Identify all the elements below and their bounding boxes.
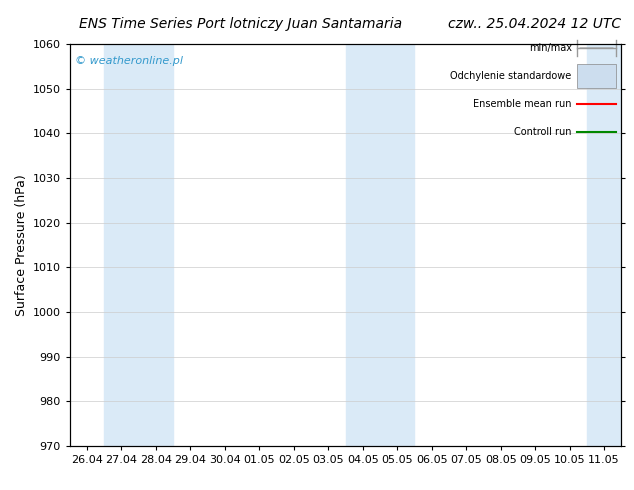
Bar (587, 44, 621, 446)
Y-axis label: Surface Pressure (hPa): Surface Pressure (hPa) (15, 174, 29, 316)
Text: Odchylenie standardowe: Odchylenie standardowe (450, 71, 572, 81)
Bar (577, 64, 616, 88)
Text: min/max: min/max (529, 43, 572, 53)
Text: ENS Time Series Port lotniczy Juan Santamaria: ENS Time Series Port lotniczy Juan Santa… (79, 17, 403, 31)
Bar (346, 44, 415, 446)
Text: Ensemble mean run: Ensemble mean run (473, 99, 572, 109)
Text: Controll run: Controll run (514, 127, 572, 138)
Text: czw.. 25.04.2024 12 UTC: czw.. 25.04.2024 12 UTC (448, 17, 621, 31)
Text: © weatheronline.pl: © weatheronline.pl (75, 56, 183, 66)
Bar (104, 44, 173, 446)
